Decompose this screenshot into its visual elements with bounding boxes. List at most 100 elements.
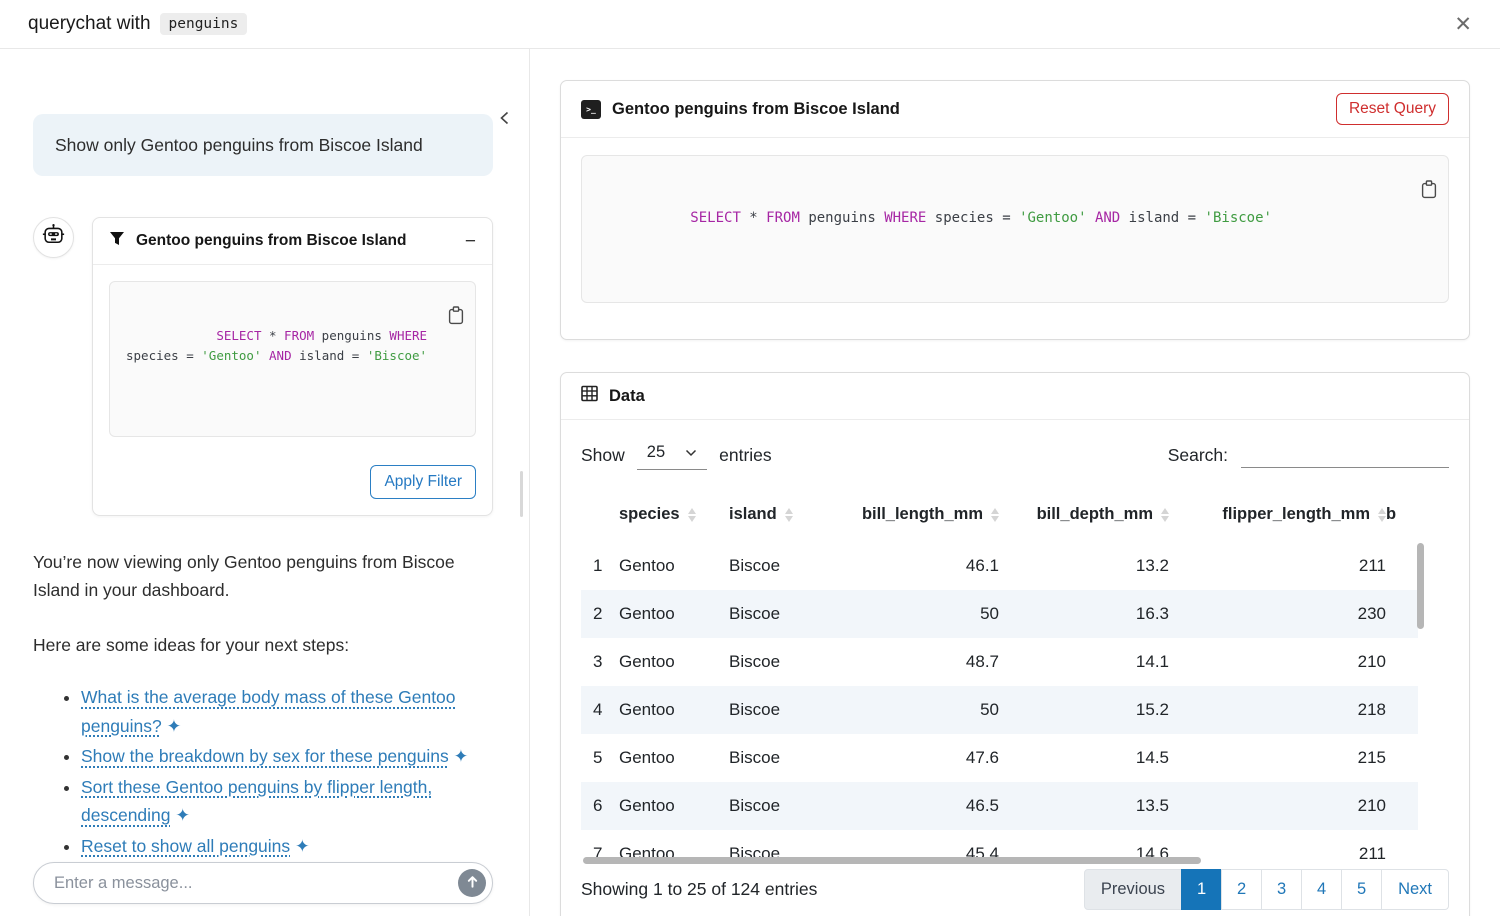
page-button-previous[interactable]: Previous bbox=[1083, 869, 1183, 910]
search-input[interactable] bbox=[1241, 442, 1449, 468]
sql-code-block: SELECT * FROM penguins WHERE species = '… bbox=[581, 155, 1449, 303]
titlebar: querychat with penguins ✕ bbox=[0, 0, 1500, 49]
chat-message-input[interactable] bbox=[33, 862, 493, 905]
data-table-container: species island bill_length_mm bill_depth_mm… bbox=[581, 499, 1449, 869]
column-label: island bbox=[729, 505, 777, 523]
table-cell: 6 bbox=[593, 796, 603, 815]
filter-funnel-icon bbox=[109, 231, 125, 251]
dataset-name-chip: penguins bbox=[159, 13, 248, 35]
table-row: 1 Gentoo Biscoe 46.1 13.2 211 bbox=[581, 542, 1418, 590]
robot-icon bbox=[41, 223, 66, 253]
page-button-next[interactable]: Next bbox=[1381, 869, 1449, 910]
table-cell: Gentoo bbox=[619, 604, 675, 623]
sort-arrows-icon bbox=[1378, 507, 1386, 522]
table-cell bbox=[1386, 686, 1418, 734]
table-cell: Biscoe bbox=[729, 700, 781, 719]
assistant-paragraph: Here are some ideas for your next steps: bbox=[33, 634, 350, 655]
column-label: flipper_length_mm bbox=[1222, 505, 1370, 523]
apply-filter-button[interactable]: Apply Filter bbox=[370, 465, 476, 500]
page-button-2[interactable]: 2 bbox=[1221, 869, 1263, 910]
column-header-bill_length_mm[interactable]: bill_length_mm bbox=[839, 499, 999, 542]
table-row: 2 Gentoo Biscoe 50 16.3 230 bbox=[581, 590, 1418, 638]
sql-code: SELECT * FROM penguins WHERE species = '… bbox=[126, 328, 435, 364]
chevron-down-icon bbox=[685, 443, 697, 462]
table-cell: 211 bbox=[1358, 556, 1386, 575]
data-table: species island bill_length_mm bill_depth_mm… bbox=[581, 499, 1418, 869]
bot-avatar bbox=[33, 217, 74, 259]
table-cell: 230 bbox=[1357, 604, 1386, 623]
sidebar-collapse-icon[interactable] bbox=[498, 111, 511, 128]
suggestion-item: Show the breakdown by sex for these peng… bbox=[81, 742, 493, 771]
sql-code: SELECT * FROM penguins WHERE species = '… bbox=[690, 210, 1272, 226]
suggestion-link[interactable]: Reset to show all penguins bbox=[81, 835, 291, 856]
table-cell: Gentoo bbox=[619, 700, 675, 719]
table-cell: Biscoe bbox=[729, 652, 781, 671]
query-card: >_ Gentoo penguins from Biscoe Island Re… bbox=[560, 80, 1470, 340]
table-cell: 215 bbox=[1357, 748, 1386, 767]
column-label: bill_depth_mm bbox=[1036, 505, 1153, 523]
column-header-flipper_length_mm[interactable]: flipper_length_mm bbox=[1169, 499, 1386, 542]
send-message-button[interactable] bbox=[458, 869, 486, 898]
page-length-value: 25 bbox=[646, 443, 666, 461]
table-cell bbox=[1386, 734, 1418, 782]
table-cell: 50 bbox=[980, 604, 999, 623]
sort-arrows-icon bbox=[784, 507, 793, 522]
reset-query-button[interactable]: Reset Query bbox=[1335, 93, 1449, 125]
suggestion-item: Reset to show all penguins ✦ bbox=[81, 832, 493, 861]
table-cell: 218 bbox=[1357, 700, 1386, 719]
page-button-4[interactable]: 4 bbox=[1301, 869, 1343, 910]
dashboard-panel: >_ Gentoo penguins from Biscoe Island Re… bbox=[530, 49, 1500, 916]
column-header-species[interactable]: species bbox=[619, 499, 729, 542]
column-header-island[interactable]: island bbox=[729, 499, 839, 542]
table-cell bbox=[1386, 638, 1418, 686]
table-header-row: species island bill_length_mm bill_depth_mm… bbox=[581, 499, 1418, 542]
table-cell: 7 bbox=[593, 844, 603, 863]
table-cell: 13.5 bbox=[1135, 796, 1169, 815]
chat-sidebar: Show only Gentoo penguins from Biscoe Is… bbox=[0, 49, 530, 916]
vertical-scrollbar[interactable] bbox=[1417, 543, 1424, 629]
sort-arrows-icon bbox=[687, 507, 696, 522]
table-cell: 3 bbox=[593, 652, 603, 671]
table-cell: 4 bbox=[593, 700, 603, 719]
suggestion-link[interactable]: Sort these Gentoo penguins by flipper le… bbox=[81, 776, 433, 826]
collapse-card-icon[interactable]: − bbox=[464, 230, 476, 252]
horizontal-scrollbar[interactable] bbox=[583, 857, 1201, 864]
table-cell: 16.3 bbox=[1135, 604, 1169, 623]
table-cell: 50 bbox=[980, 700, 999, 719]
column-header-rownum bbox=[581, 499, 619, 542]
table-grid-icon bbox=[581, 385, 598, 407]
page-button-3[interactable]: 3 bbox=[1261, 869, 1303, 910]
entries-label: entries bbox=[719, 444, 772, 465]
copy-icon[interactable] bbox=[1377, 165, 1438, 217]
query-card-title: Gentoo penguins from Biscoe Island bbox=[612, 99, 900, 118]
copy-icon[interactable] bbox=[396, 291, 465, 343]
table-cell: 2 bbox=[593, 604, 603, 623]
suggestion-link[interactable]: What is the average body mass of these G… bbox=[81, 687, 456, 736]
filter-card: Gentoo penguins from Biscoe Island − SEL… bbox=[92, 217, 493, 517]
filter-card-title: Gentoo penguins from Biscoe Island bbox=[136, 232, 407, 250]
table-row: 3 Gentoo Biscoe 48.7 14.1 210 bbox=[581, 638, 1418, 686]
page-button-5[interactable]: 5 bbox=[1341, 869, 1383, 910]
column-label: b bbox=[1386, 505, 1397, 523]
page-button-1[interactable]: 1 bbox=[1181, 869, 1223, 910]
table-cell bbox=[1386, 782, 1418, 830]
table-cell: Biscoe bbox=[729, 556, 781, 575]
sidebar-scrollbar[interactable] bbox=[519, 471, 523, 517]
assistant-paragraph: You’re now viewing only Gentoo penguins … bbox=[33, 552, 455, 600]
table-cell: 47.6 bbox=[965, 748, 999, 767]
sparkle-icon: ✦ bbox=[161, 715, 182, 736]
table-cell: Gentoo bbox=[619, 556, 675, 575]
table-cell: 14.1 bbox=[1135, 652, 1169, 671]
table-cell: 211 bbox=[1358, 844, 1386, 863]
sql-code-block: SELECT * FROM penguins WHERE species = '… bbox=[109, 281, 476, 438]
column-header-bill_depth_mm[interactable]: bill_depth_mm bbox=[999, 499, 1169, 542]
suggestion-link[interactable]: Show the breakdown by sex for these peng… bbox=[81, 746, 449, 767]
sort-arrows-icon bbox=[991, 507, 999, 522]
table-cell: 210 bbox=[1357, 796, 1386, 815]
search-label: Search: bbox=[1167, 444, 1228, 465]
assistant-message: You’re now viewing only Gentoo penguins … bbox=[33, 549, 493, 862]
sparkle-icon: ✦ bbox=[170, 805, 191, 826]
table-cell: 5 bbox=[593, 748, 603, 767]
close-icon[interactable]: ✕ bbox=[1454, 12, 1472, 36]
page-length-select[interactable]: 25 bbox=[636, 440, 708, 470]
